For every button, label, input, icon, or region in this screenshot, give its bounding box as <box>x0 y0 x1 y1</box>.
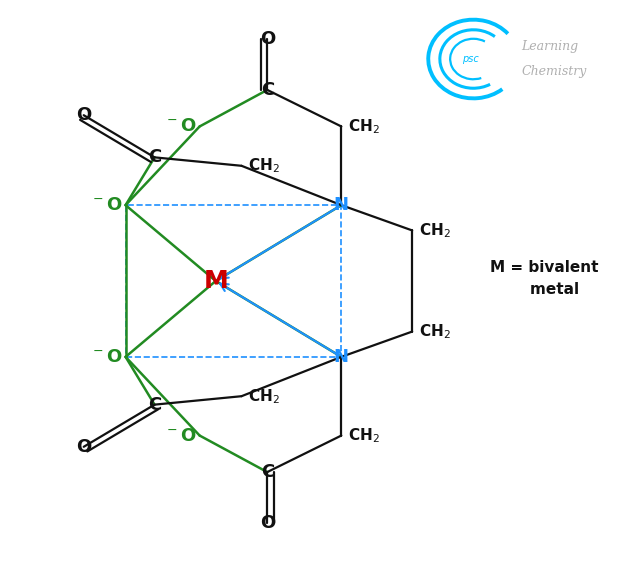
Text: M = bivalent
    metal: M = bivalent metal <box>490 260 598 297</box>
Text: $^-$O: $^-$O <box>90 348 122 366</box>
Text: O: O <box>76 106 91 124</box>
Text: O: O <box>76 438 91 456</box>
Text: N: N <box>334 348 349 366</box>
Text: C: C <box>148 396 161 414</box>
Text: O: O <box>260 514 275 532</box>
Text: $^-$O: $^-$O <box>164 427 196 445</box>
Text: N: N <box>334 196 349 214</box>
Text: CH$_2$: CH$_2$ <box>248 156 279 175</box>
Text: CH$_2$: CH$_2$ <box>419 322 450 341</box>
Text: CH$_2$: CH$_2$ <box>419 221 450 240</box>
Text: O: O <box>260 30 275 48</box>
Text: M: M <box>204 269 228 293</box>
Text: CH$_2$: CH$_2$ <box>348 117 379 136</box>
Text: Chemistry: Chemistry <box>522 65 587 78</box>
Text: Learning: Learning <box>522 40 579 53</box>
Text: CH$_2$: CH$_2$ <box>248 387 279 406</box>
Text: psc: psc <box>462 54 478 64</box>
Text: C: C <box>261 81 274 99</box>
Text: C: C <box>261 463 274 481</box>
Text: CH$_2$: CH$_2$ <box>348 426 379 445</box>
Text: $^-$O: $^-$O <box>164 117 196 135</box>
Text: $^-$O: $^-$O <box>90 196 122 214</box>
Text: C: C <box>148 148 161 166</box>
Bar <box>126 205 341 357</box>
